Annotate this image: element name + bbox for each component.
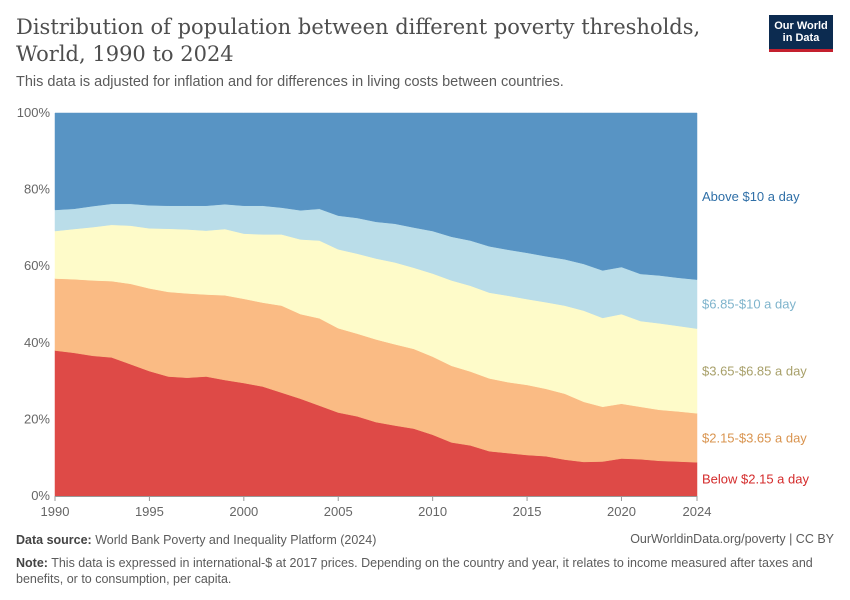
area-layer: [54, 112, 698, 497]
y-tick-label: 100%: [17, 105, 51, 120]
x-tick-label: 2020: [607, 504, 636, 519]
y-tick-label: 60%: [24, 258, 50, 273]
data-source-label: Data source:: [16, 533, 92, 547]
logo-line-2: in Data: [782, 32, 820, 44]
chart-note: Note: This data is expressed in internat…: [16, 555, 816, 587]
x-tick-label: 1995: [135, 504, 164, 519]
y-tick-label: 80%: [24, 182, 50, 197]
series-label-above-10-a-day[interactable]: Above $10 a day: [702, 189, 800, 204]
x-tick-label: 2015: [513, 504, 542, 519]
data-source-text: World Bank Poverty and Inequality Platfo…: [95, 533, 377, 547]
series-label-3-65-6-85-a-day[interactable]: $3.65-$6.85 a day: [702, 363, 807, 378]
note-text: This data is expressed in international-…: [16, 556, 813, 586]
area-above-10-a-day[interactable]: [54, 112, 698, 280]
x-tick-label: 2024: [683, 504, 712, 519]
y-tick-label: 20%: [24, 411, 50, 426]
y-axis: 0% 20% 40% 60% 80% 100%: [17, 105, 51, 503]
note-label: Note:: [16, 556, 48, 570]
series-label-below-2-15-a-day[interactable]: Below $2.15 a day: [702, 472, 809, 487]
data-source: Data source: World Bank Poverty and Ineq…: [16, 532, 376, 548]
logo-line-1: Our World: [774, 20, 828, 32]
series-label-2-15-3-65-a-day[interactable]: $2.15-$3.65 a day: [702, 430, 807, 445]
owid-logo[interactable]: Our World in Data: [769, 15, 833, 52]
title-line-2: World, 1990 to 2024: [16, 42, 234, 66]
x-tick-label: 2010: [418, 504, 447, 519]
x-axis: 1990 1995 2000 2005 2010 2015 2020 2024: [41, 496, 712, 519]
x-tick-label: 2005: [324, 504, 353, 519]
x-tick-label: 2000: [229, 504, 258, 519]
y-tick-label: 0%: [31, 488, 50, 503]
x-tick-label: 1990: [41, 504, 70, 519]
series-label-6-85-10-a-day[interactable]: $6.85-$10 a day: [702, 297, 796, 312]
chart-title: Distribution of population between diffe…: [16, 14, 716, 68]
y-tick-label: 40%: [24, 335, 50, 350]
credit-link[interactable]: OurWorldinData.org/poverty | CC BY: [630, 532, 834, 546]
title-line-1: Distribution of population between diffe…: [16, 15, 701, 39]
series-labels: Below $2.15 a day $2.15-$3.65 a day $3.65-…: [702, 189, 809, 487]
chart-subtitle: This data is adjusted for inflation and …: [16, 74, 564, 90]
